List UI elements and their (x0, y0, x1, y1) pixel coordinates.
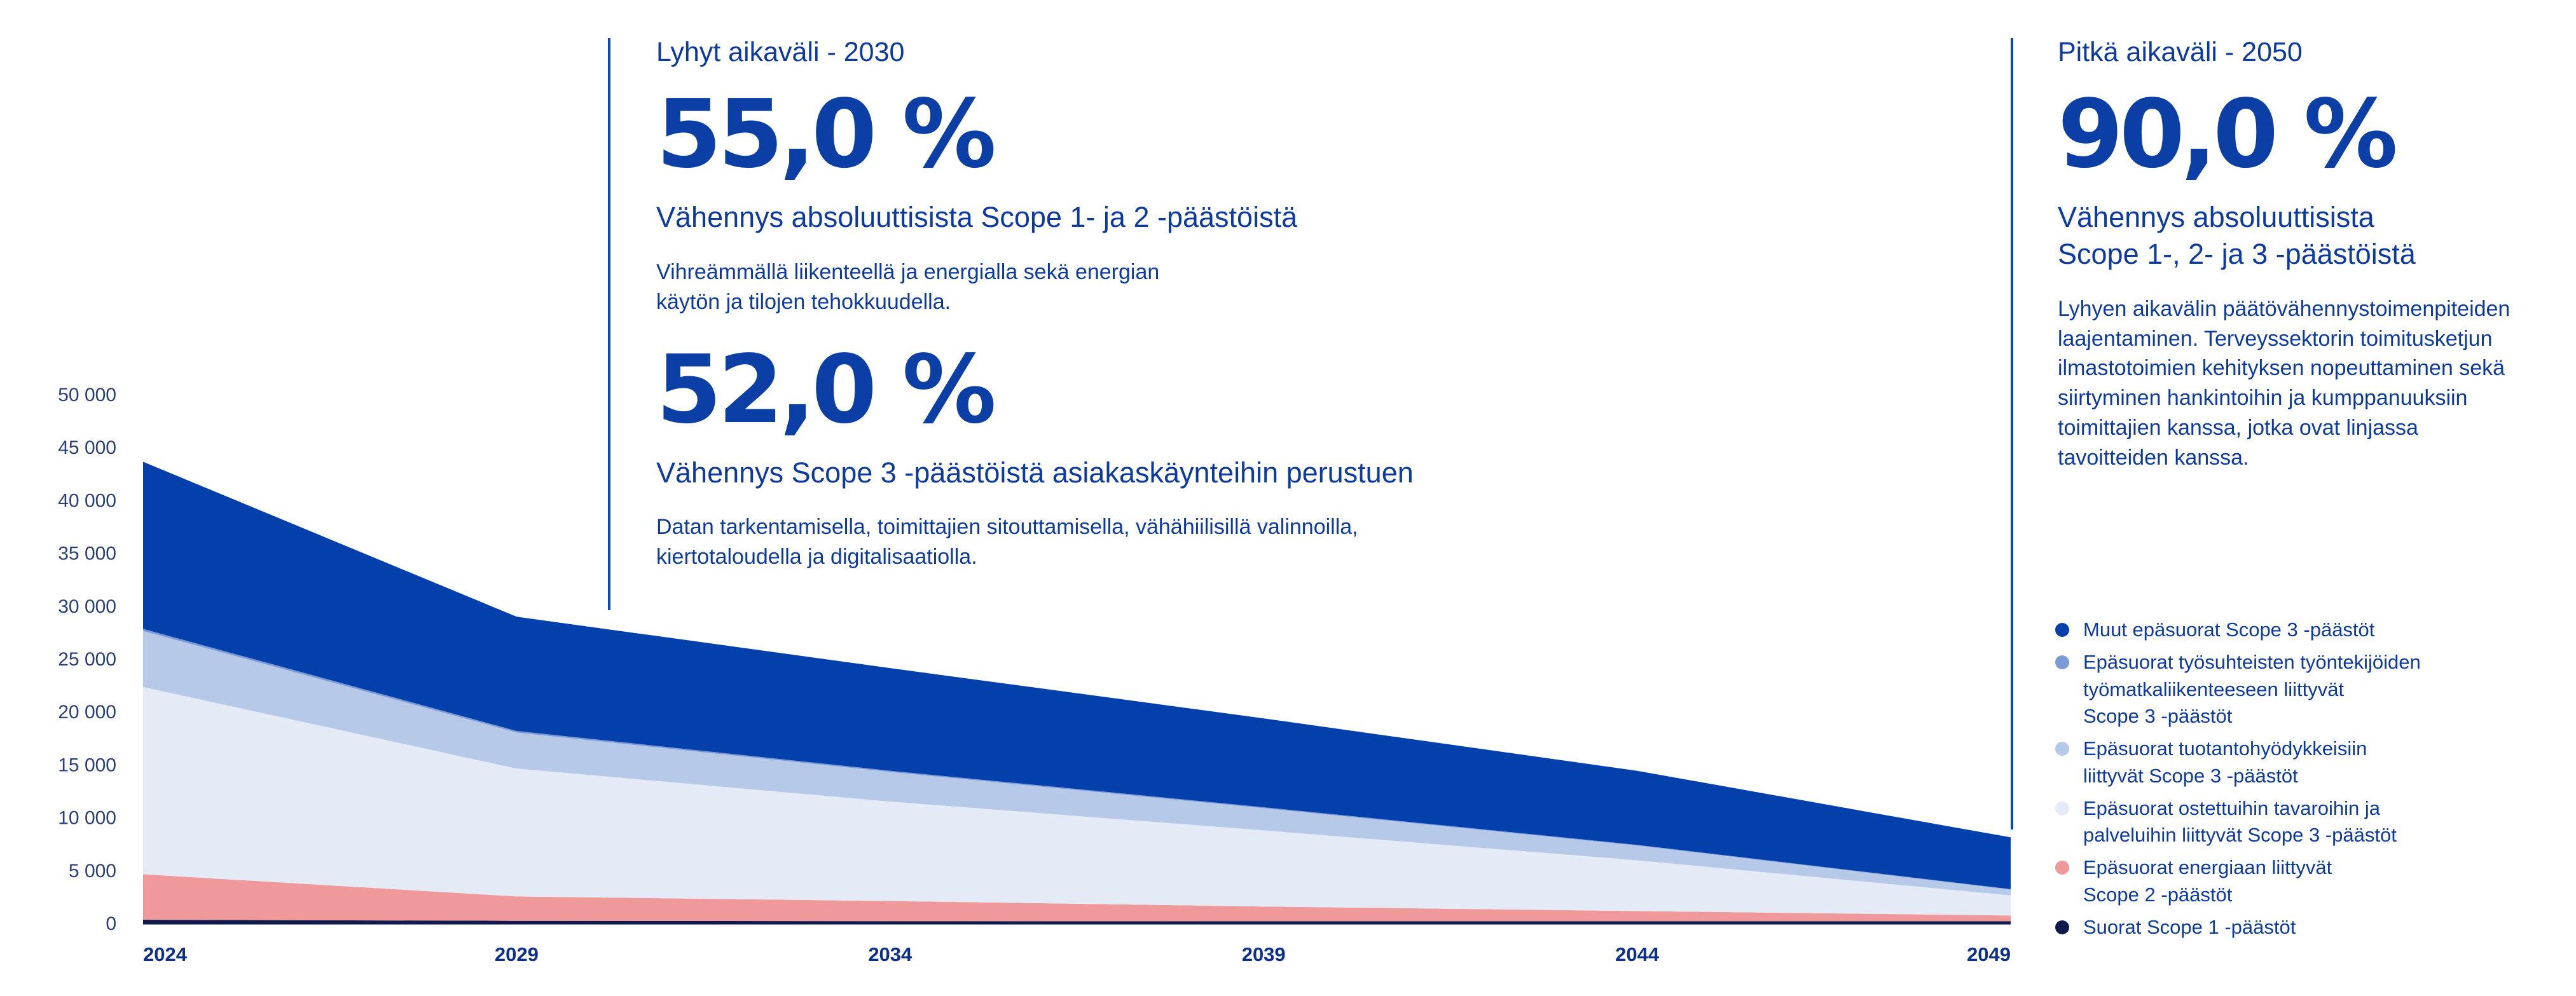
y-tick-label: 25 000 (58, 649, 116, 670)
area-series-3 (143, 631, 2011, 896)
long-term-subtitle: Vähennys absoluuttisista Scope 1-, 2- ja… (2058, 201, 2416, 271)
legend-swatch (2055, 655, 2069, 669)
legend-swatch (2055, 861, 2069, 875)
y-tick-label: 20 000 (58, 702, 116, 723)
y-tick-label: 30 000 (58, 596, 116, 617)
short-term-panel: Lyhyt aikaväli - 2030 55,0 % Vähennys ab… (656, 37, 1610, 572)
legend-item: Epäsuorat energiaan liittyvät Scope 2 -p… (2055, 854, 2500, 909)
chart-legend: Muut epäsuorat Scope 3 -päästöt Epäsuora… (2055, 617, 2500, 946)
x-tick-label: 2049 (1967, 943, 2011, 965)
legend-label: Epäsuorat työsuhteisten työntekijöiden t… (2083, 650, 2421, 728)
legend-label: Epäsuorat ostettuihin tavaroihin ja palv… (2083, 796, 2397, 847)
x-axis-ticks: 2024 2029 2034 2039 2044 2049 (143, 943, 2011, 965)
long-term-divider (2011, 38, 2013, 829)
y-tick-label: 50 000 (58, 385, 116, 406)
legend-item: Epäsuorat tuotantohyödykkeisiin liittyvä… (2055, 735, 2500, 790)
short-term-value-1: 55,0 % (656, 79, 996, 189)
long-term-value: 90,0 % (2058, 79, 2398, 189)
x-tick-label: 2044 (1615, 943, 1660, 965)
legend-label: Epäsuorat energiaan liittyvät Scope 2 -p… (2083, 856, 2332, 906)
long-term-desc: Lyhyen aikavälin päätövähennystoimenpite… (2058, 296, 2511, 470)
area-series-1 (143, 874, 2011, 922)
area-series-2 (143, 686, 2011, 916)
short-term-subtitle-1: Vähennys absoluuttisista Scope 1- ja 2 -… (656, 201, 1298, 234)
legend-swatch (2055, 801, 2069, 815)
y-axis-ticks: 0 5 000 10 000 15 000 20 000 25 000 30 000 35 0… (58, 385, 116, 934)
short-term-divider (608, 38, 610, 610)
y-tick-label: 0 (106, 913, 116, 934)
y-tick-label: 5 000 (69, 861, 116, 882)
legend-swatch (2055, 920, 2069, 934)
y-tick-label: 15 000 (58, 754, 116, 775)
x-tick-label: 2024 (143, 943, 188, 965)
long-term-period: Pitkä aikaväli - 2050 (2058, 37, 2303, 67)
short-term-period: Lyhyt aikaväli - 2030 (656, 37, 905, 67)
legend-item: Muut epäsuorat Scope 3 -päästöt (2055, 617, 2500, 644)
legend-item: Epäsuorat työsuhteisten työntekijöiden t… (2055, 649, 2500, 730)
y-tick-label: 40 000 (58, 490, 116, 511)
y-tick-label: 35 000 (58, 543, 116, 564)
legend-item: Epäsuorat ostettuihin tavaroihin ja palv… (2055, 795, 2500, 850)
y-tick-label: 10 000 (58, 808, 116, 829)
legend-item: Suorat Scope 1 -päästöt (2055, 914, 2500, 941)
short-term-value-2: 52,0 % (656, 334, 996, 444)
area-series-5 (143, 461, 2011, 889)
area-layers (143, 461, 2011, 925)
legend-label: Epäsuorat tuotantohyödykkeisiin liittyvä… (2083, 737, 2367, 787)
x-tick-label: 2029 (495, 943, 539, 965)
short-term-desc-2: Datan tarkentamisella, toimittajien sito… (656, 515, 1358, 570)
legend-swatch (2055, 742, 2069, 756)
legend-swatch (2055, 623, 2069, 637)
legend-label: Suorat Scope 1 -päästöt (2083, 915, 2296, 938)
x-tick-label: 2034 (868, 943, 913, 965)
short-term-desc-1: Vihreämmällä liikenteellä ja energialla … (656, 260, 1160, 314)
x-tick-label: 2039 (1242, 943, 1286, 965)
y-tick-label: 45 000 (58, 437, 116, 458)
legend-label: Muut epäsuorat Scope 3 -päästöt (2083, 618, 2375, 641)
short-term-subtitle-2: Vähennys Scope 3 -päästöistä asiakaskäyn… (656, 456, 1414, 489)
long-term-panel: Pitkä aikaväli - 2050 90,0 % Vähennys ab… (2058, 37, 2560, 473)
